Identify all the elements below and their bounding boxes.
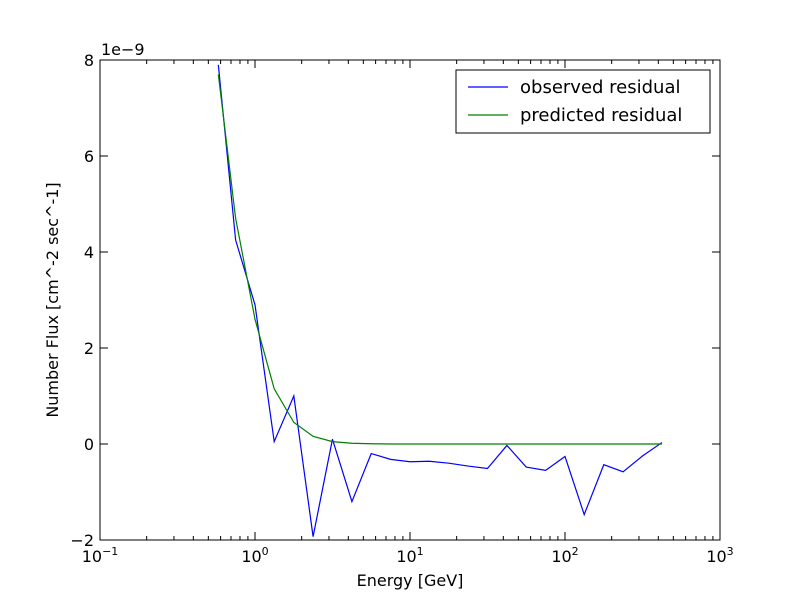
x-tick-label: 103 — [706, 545, 733, 566]
x-tick-label: 101 — [396, 545, 423, 566]
y-tick-label: 6 — [84, 147, 94, 166]
y-tick-label: 8 — [84, 51, 94, 70]
series-line-0 — [217, 64, 663, 537]
x-axis-label: Energy [GeV] — [357, 571, 464, 590]
y-tick-label: 2 — [84, 339, 94, 358]
y-tick-label: −2 — [70, 531, 94, 550]
legend: observed residual predicted residual — [455, 69, 711, 134]
legend-label-predicted: predicted residual — [520, 105, 682, 126]
x-tick-label: 100 — [241, 545, 268, 566]
y-tick-label: 0 — [84, 435, 94, 454]
x-tick-label: 10−1 — [82, 545, 119, 566]
y-axis-offset-label: 1e−9 — [101, 40, 145, 59]
x-tick-label: 102 — [551, 545, 578, 566]
y-tick-label: 4 — [84, 243, 94, 262]
series-line-1 — [217, 74, 662, 445]
x-axis-ticks: 10−1 100 101 102 103 — [82, 60, 734, 566]
plot-lines — [217, 64, 663, 537]
legend-box — [455, 69, 711, 134]
y-axis-ticks: −2 0 2 4 6 8 — [70, 51, 720, 550]
y-axis-label: Number Flux [cm^-2 sec^-1] — [43, 182, 62, 417]
legend-label-observed: observed residual — [520, 77, 681, 98]
